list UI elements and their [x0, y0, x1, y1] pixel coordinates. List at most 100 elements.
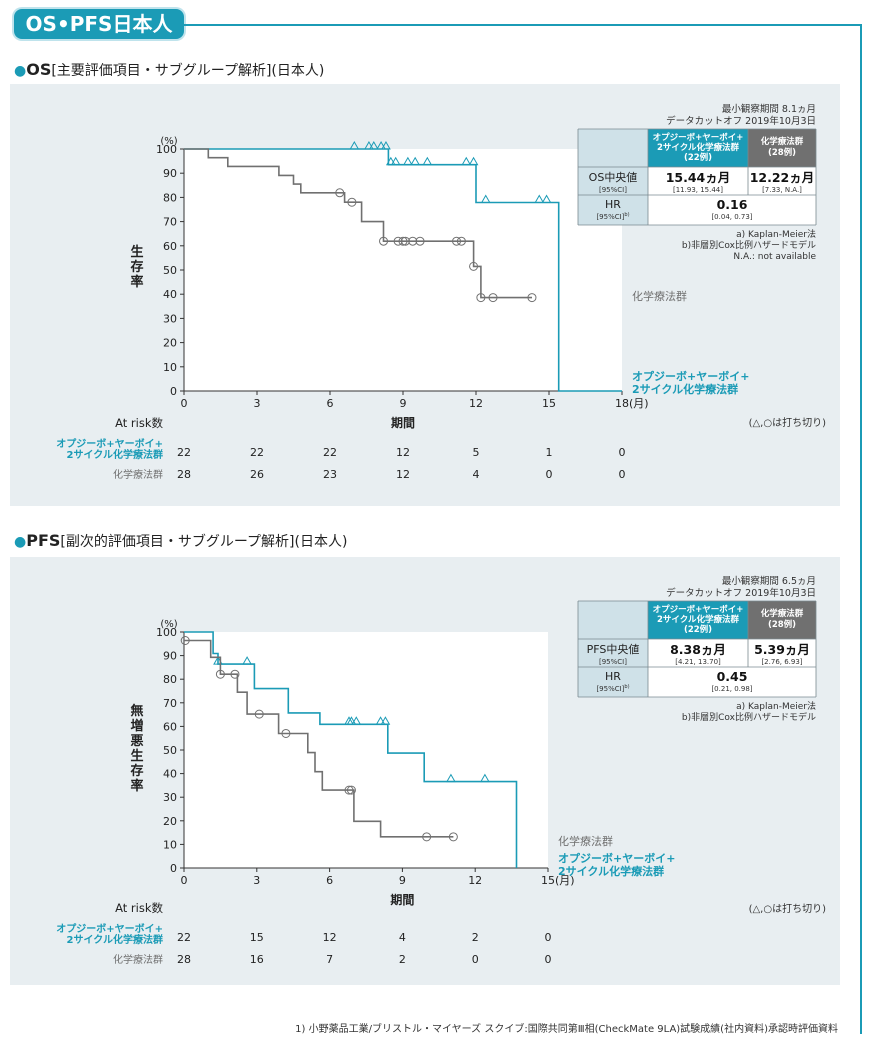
at-risk-group1-value: 2	[472, 931, 479, 944]
row2-sub-sup: b)	[624, 684, 629, 690]
row1-ci2: [2.76, 6.93]	[761, 658, 802, 666]
series-nivolumab-line	[184, 148, 622, 392]
row2-ci: [0.21, 0.98]	[711, 685, 752, 693]
table-header-nivolumab: オプジーボ+ヤーボイ+	[653, 604, 744, 615]
y-tick-label: 40	[163, 768, 177, 781]
censor-triangle	[410, 156, 421, 166]
x-unit: (月)	[555, 874, 575, 887]
chemo-series-label: 化学療法群	[632, 289, 687, 303]
at-risk-group2-value: 12	[396, 468, 410, 481]
row1-val2: 12.22ヵ月	[750, 170, 815, 185]
nivolumab-series-label: オプジーボ+ヤーボイ+	[558, 851, 675, 865]
at-risk-group1-label: オプジーボ+ヤーボイ+	[56, 437, 163, 450]
table-header-nivolumab-bg	[648, 601, 748, 639]
censor-triangle	[446, 773, 456, 783]
obs-period: 最小観察期間 8.1ヵ月	[722, 103, 816, 115]
at-risk-group2-value: 0	[545, 953, 552, 966]
at-risk-group2-value: 28	[177, 953, 191, 966]
censor-note: (△,○は打ち切り)	[749, 416, 826, 429]
censor-circle	[347, 197, 357, 207]
censor-triangle	[541, 194, 552, 203]
censor-circle	[415, 236, 425, 246]
censor-circle	[180, 635, 190, 645]
table-note: N.A.: not available	[733, 252, 816, 262]
censor-triangle	[390, 156, 401, 166]
censor-circle	[527, 293, 537, 303]
table-header-nivolumab-bg	[648, 129, 748, 167]
row1-ci2: [7.33, N.A.]	[762, 186, 802, 194]
censor-circle	[469, 261, 479, 271]
series-chemo-line	[184, 639, 454, 838]
data-cutoff: データカットオフ 2019年10月3日	[666, 587, 816, 599]
chemo-series-label: 化学療法群	[558, 834, 613, 848]
y-tick-label: 20	[163, 815, 177, 828]
censor-circle	[215, 669, 225, 679]
at-risk-title: At risk数	[115, 416, 163, 430]
nivolumab-series-label: 2サイクル化学療法群	[632, 382, 738, 396]
y-tick-label: 10	[163, 838, 177, 851]
table-rowlabel-bg	[578, 167, 648, 225]
row1-val2: 5.39ヵ月	[754, 642, 810, 657]
table-header-nivolumab: オプジーボ+ヤーボイ+	[653, 132, 744, 143]
x-tick-label: 15	[541, 874, 555, 887]
os-section-title: ●OS[主要評価項目・サブグループ解析](日本人)	[14, 60, 324, 80]
x-unit: (月)	[629, 397, 649, 410]
at-risk-group1-value: 22	[177, 446, 191, 459]
censor-circle	[230, 669, 240, 679]
table-header-nivolumab: (22例)	[684, 152, 712, 163]
table-header-nivolumab: 2サイクル化学療法群	[657, 614, 739, 625]
table-note: b)非層別Cox比例ハザードモデル	[682, 711, 816, 723]
censor-note: (△,○は打ち切り)	[749, 902, 826, 915]
y-tick-label: 70	[163, 216, 177, 229]
y-axis-title-char: 存	[130, 259, 143, 275]
y-tick-label: 0	[170, 385, 177, 398]
row1-val1: 8.38ヵ月	[670, 642, 726, 657]
row1-ci1: [4.21, 13.70]	[675, 658, 721, 666]
censor-triangle	[480, 194, 491, 203]
y-tick-label: 50	[163, 264, 177, 277]
at-risk-group1-value: 22	[323, 446, 337, 459]
censor-circle	[281, 728, 291, 738]
at-risk-group1-value: 15	[250, 931, 264, 944]
censor-triangle	[422, 156, 433, 166]
table-header-chemo-bg	[748, 129, 816, 167]
row2-label: HR	[605, 198, 621, 211]
censor-circle	[488, 293, 498, 303]
obs-period: 最小観察期間 6.5ヵ月	[722, 575, 816, 587]
censor-circle	[400, 236, 410, 246]
y-tick-label: 100	[156, 626, 177, 639]
y-tick-label: 30	[163, 312, 177, 325]
row1-sub: [95%CI]	[599, 658, 627, 666]
x-tick-label: 9	[399, 874, 406, 887]
censor-triangle	[364, 140, 374, 150]
y-axis-title-char: 率	[130, 274, 143, 290]
pfs-bullet: ●	[14, 534, 27, 550]
censor-circle	[452, 236, 462, 246]
y-tick-label: 80	[163, 191, 177, 204]
row2-label: HR	[605, 670, 621, 683]
censor-circle	[393, 236, 403, 246]
censor-triangle	[385, 156, 396, 166]
table-body-bg	[648, 639, 816, 697]
at-risk-group2-value: 0	[472, 953, 479, 966]
at-risk-group1-value: 4	[399, 931, 406, 944]
os-bullet: ●	[14, 63, 27, 79]
y-axis-title-char: 率	[130, 778, 143, 794]
series-chemo-line	[184, 148, 532, 299]
plot-area	[184, 632, 548, 868]
table-corner	[578, 601, 648, 639]
table-note: a) Kaplan-Meier法	[736, 228, 816, 240]
table-corner	[578, 129, 648, 167]
header-rule	[184, 24, 862, 26]
censor-circle	[254, 709, 264, 719]
at-risk-title: At risk数	[115, 901, 163, 915]
at-risk-group1-value: 22	[177, 931, 191, 944]
y-axis-title-char: 生	[130, 748, 143, 764]
x-tick-label: 3	[253, 874, 260, 887]
plot-area	[184, 149, 622, 391]
at-risk-group1-label: 2サイクル化学療法群	[67, 448, 163, 461]
at-risk-group2-value: 0	[619, 468, 626, 481]
at-risk-group2-label: 化学療法群	[113, 468, 163, 481]
